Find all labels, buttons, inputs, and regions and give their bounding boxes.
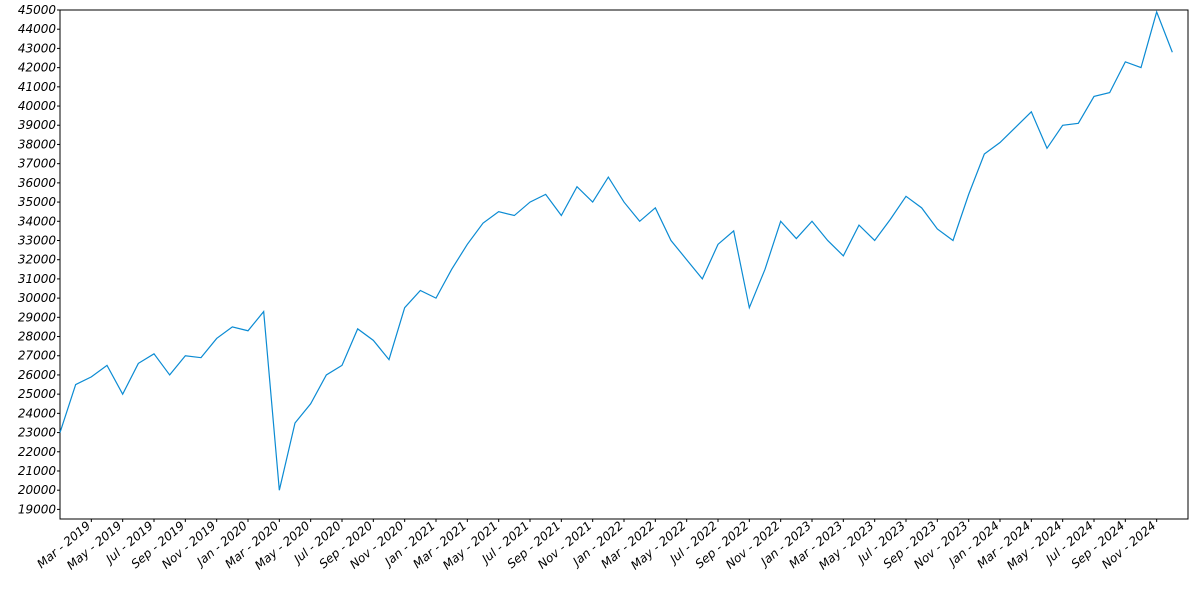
- y-tick-label: 31000: [18, 272, 57, 286]
- y-tick-label: 38000: [18, 137, 57, 151]
- y-tick-label: 25000: [18, 387, 57, 401]
- y-tick-label: 39000: [18, 118, 57, 132]
- y-tick-label: 35000: [18, 195, 57, 209]
- y-tick-label: 24000: [18, 406, 57, 420]
- y-tick-label: 20000: [18, 483, 57, 497]
- series-line: [59, 10, 1173, 491]
- y-tick-label: 33000: [18, 233, 57, 247]
- y-tick-label: 30000: [18, 291, 57, 305]
- y-tick-label: 37000: [18, 157, 57, 171]
- y-tick-label: 21000: [18, 464, 57, 478]
- y-tick-label: 26000: [18, 368, 57, 382]
- y-tick-label: 23000: [18, 426, 57, 440]
- y-tick-label: 29000: [18, 310, 57, 324]
- y-tick-label: 40000: [18, 99, 57, 113]
- y-tick-label: 41000: [18, 80, 57, 94]
- y-tick-label: 45000: [18, 3, 57, 17]
- y-tick-label: 36000: [18, 176, 57, 190]
- y-tick-label: 43000: [18, 41, 57, 55]
- plot-frame: [59, 9, 1189, 520]
- y-tick-label: 34000: [18, 214, 57, 228]
- y-tick-label: 27000: [18, 349, 57, 363]
- y-tick-label: 19000: [18, 502, 57, 516]
- y-tick-label: 42000: [18, 61, 57, 75]
- y-tick-label: 22000: [18, 445, 57, 459]
- y-tick-label: 32000: [18, 253, 57, 267]
- y-tick-label: 28000: [18, 330, 57, 344]
- y-tick-label: 44000: [18, 22, 57, 36]
